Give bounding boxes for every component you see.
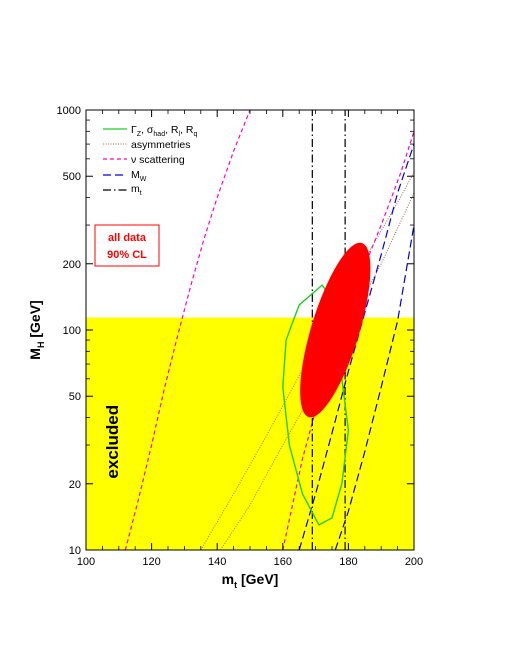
y-tick-label: 1000 [57,105,81,117]
y-tick-label: 100 [63,325,81,337]
x-tick-label: 140 [208,556,226,568]
x-tick-label: 120 [142,556,160,568]
x-tick-label: 100 [77,556,95,568]
legend: ΓZ, σhad, Rl, Rq asymmetries ν scatterin… [103,124,198,197]
x-axis-title: mt [GeV] [222,571,279,590]
legend-label-gamma: ΓZ, σhad, Rl, Rq [131,124,198,138]
cl-annotation-box [94,224,160,267]
y-tick-label: 20 [69,479,81,491]
x-tick-label: 160 [274,556,292,568]
series-nu_right [282,131,414,550]
series-nu_left [124,110,251,550]
x-tick-label: 200 [405,556,423,568]
y-tick-label: 200 [63,259,81,271]
series-asym_right [220,192,414,550]
y-tick-label: 500 [63,171,81,183]
y-tick-label: 50 [69,391,81,403]
series-mw_right [334,224,414,550]
legend-label-mt: mt [131,183,142,197]
legend-label-nu: ν scattering [131,154,185,166]
y-tick-label: 10 [69,545,81,557]
excluded-label: excluded [103,405,122,479]
allowed-region [300,242,371,418]
cl-annotation-line2: 90% CL [107,249,147,261]
legend-label-mw: MW [131,169,147,183]
y-axis-title: MH [GeV] [27,300,46,359]
cl-annotation-line1: all data [108,232,147,244]
legend-label-asymmetries: asymmetries [131,139,191,151]
cl-annotation: all data 90% CL [94,224,160,267]
x-tick-label: 180 [339,556,357,568]
excluded-region [86,317,414,550]
